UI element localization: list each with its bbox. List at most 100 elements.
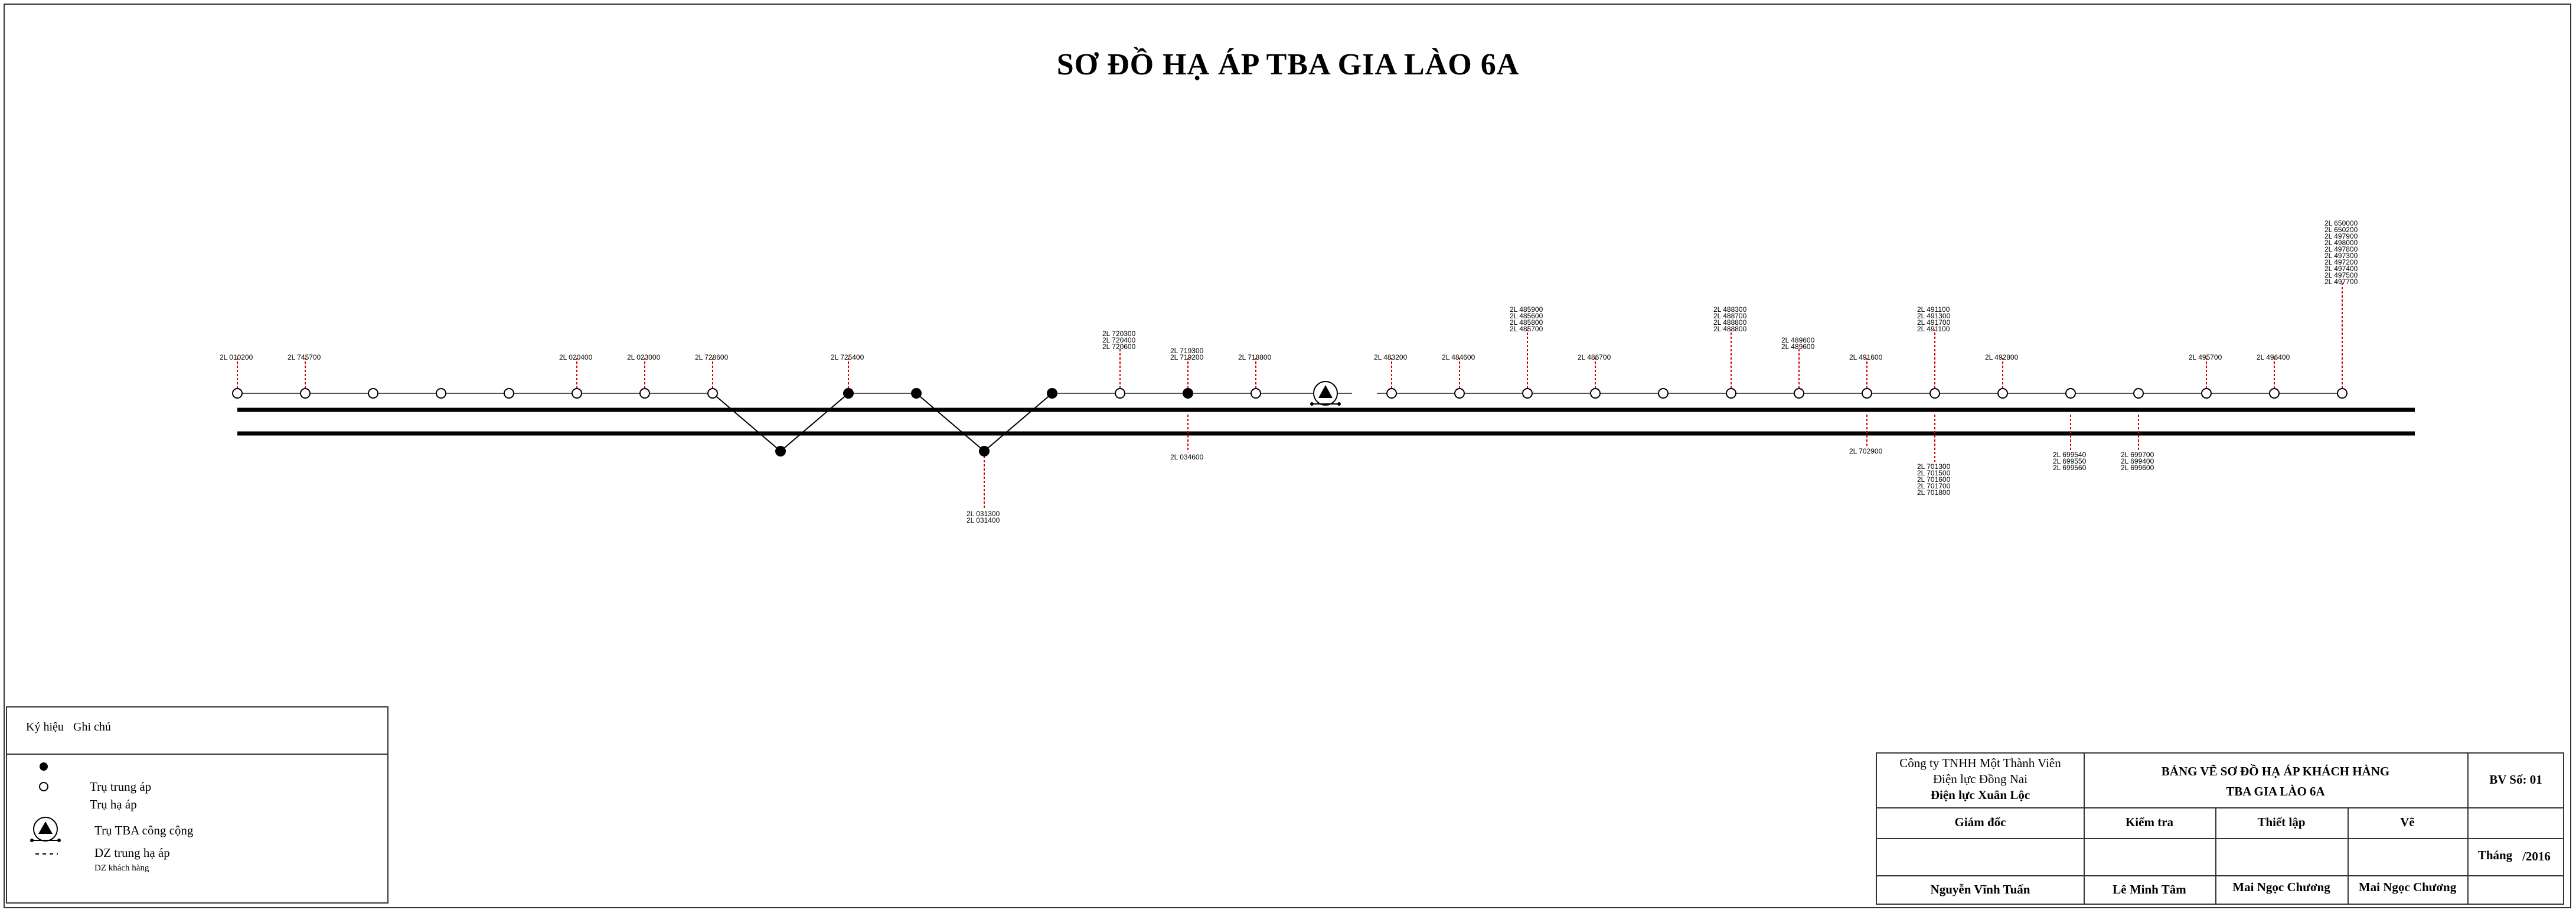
company-line-1: Công ty TNHH Một Thành Viên [1899,756,2061,770]
legend-label-substation: Trụ TBA công cộng [94,823,194,837]
meter-label: 2L 023000 [627,353,661,361]
meter-label: 2L 010200 [220,353,253,361]
meter-label: 2L 485600 [1510,312,1543,320]
sheet-number: BV Số: 01 [2489,772,2542,787]
meter-label: 2L 492800 [1985,353,2019,361]
meter-label: 2L 483200 [1374,353,1408,361]
meter-label: 2L 497700 [2324,278,2358,286]
lv-pole [300,388,311,399]
meter-label: 2L 728600 [695,353,729,361]
lv-pole [2201,388,2212,399]
lv-pole [2133,388,2144,399]
mv-pole [1047,388,1057,399]
lv-pole [2337,388,2348,399]
meter-label: 2L 650200 [2324,226,2358,234]
lv-pole [1115,388,1125,399]
meter-label: 2L 718800 [1238,353,1272,361]
meter-label: 2L 701500 [1917,469,1951,477]
mv-pole [1183,388,1193,399]
meter-label: 2L 484600 [1442,353,1475,361]
substation-icon [1310,381,1341,406]
lv-pole [504,388,514,399]
lv-pole [1794,388,1804,399]
lv-pole [2065,388,2076,399]
meter-label: 2L 699600 [2121,464,2154,472]
lv-pole [1386,388,1397,399]
meter-label: 2L 031300 [967,510,1000,518]
transformer-triangle-icon [30,817,61,842]
title-block: Công ty TNHH Một Thành Viên Điện lực Đồn… [1876,752,2564,905]
name-design: Mai Ngọc Chương [2232,880,2330,894]
lv-pole [639,388,650,399]
meter-label: 2L 488700 [1713,312,1747,320]
legend-label-lv-pole: Trụ hạ áp [90,797,137,811]
lv-pole [1590,388,1601,399]
lv-pole [232,388,243,399]
meter-label: 2L 497500 [2324,271,2358,279]
meter-label: 2L 701800 [1917,488,1951,497]
legend-header: Ký hiệu Ghi chú [7,707,387,755]
lv-pole [707,388,718,399]
legend-label-mv-pole: Trụ trung áp [90,780,152,794]
meter-label: 2L 498000 [2324,239,2358,247]
meter-label: 2L 488300 [1713,305,1747,314]
filled-dot-icon [40,762,48,771]
meter-label: 2L 488800 [1713,325,1747,333]
lv-pole [436,388,446,399]
meter-label: 2L 719300 [1170,347,1204,355]
lv-pole [368,388,378,399]
meter-label: 2L 489600 [1781,336,1815,344]
drawing-name-line-1: BẢNG VẼ SƠ ĐỒ HẠ ÁP KHÁCH HÀNG [2161,764,2390,778]
meter-label: 2L 497400 [2324,265,2358,273]
meter-label: 2L 488800 [1713,318,1747,327]
name-director: Nguyễn Vĩnh Tuấn [1930,882,2030,896]
meter-label: 2L 701300 [1917,462,1951,471]
meter-label: 2L 491100 [1917,325,1950,333]
role-draw: Vẽ [2400,815,2415,829]
meter-label: 2L 495700 [2189,353,2222,361]
role-check: Kiểm tra [2125,815,2174,829]
meter-label: 2L 719200 [1170,353,1204,361]
meter-label: 2L 725400 [831,353,864,361]
meter-label: 2L 701700 [1917,482,1951,490]
lv-pole [1997,388,2008,399]
meter-label: 2L 720300 [1102,330,1136,338]
meter-label: 2L 491300 [1917,312,1951,320]
meter-label: 2L 699540 [2053,451,2087,459]
lv-pole [2269,388,2280,399]
meter-label: 2L 485900 [1510,305,1543,314]
lv-pole [1522,388,1533,399]
meter-label: 2L 702900 [1849,447,1883,455]
hollow-dot-icon [39,782,48,791]
lv-pole [1454,388,1465,399]
meter-label: 2L 720600 [1102,343,1136,351]
lv-pole [572,388,582,399]
meter-label: 2L 745700 [288,353,321,361]
meter-label: 2L 497300 [2324,252,2358,260]
drawing-name-line-2: TBA GIA LÀO 6A [2226,784,2325,798]
meter-label: 2L 497800 [2324,245,2358,253]
mv-dip-1 [712,393,849,452]
meter-label: 2L 699700 [2121,451,2154,459]
meter-label: 2L 491700 [1917,318,1951,327]
meter-label: 2L 701600 [1917,475,1951,484]
lv-pole [1929,388,1940,399]
lv-pole [1726,388,1736,399]
meter-label: 2L 031400 [967,516,1000,524]
meter-label: 2L 485800 [1510,318,1543,327]
drawing-border [4,4,2571,908]
meter-label: 2L 699400 [2121,457,2154,465]
legend-col-note: Ghi chú [73,720,111,733]
mv-pole [911,388,922,399]
name-check: Lê Minh Tâm [2113,882,2186,896]
lv-pole [1251,388,1261,399]
meter-label: 2L 699560 [2053,464,2087,472]
meter-label: 2L 720400 [1102,336,1136,344]
meter-label: 2L 699550 [2053,457,2087,465]
meter-label: 2L 489600 [1781,343,1815,351]
mv-pole [979,446,990,456]
legend-label-line: DZ trung hạ áp [94,846,170,860]
date-label: Tháng [2477,848,2513,862]
legend-symbols [30,762,61,855]
